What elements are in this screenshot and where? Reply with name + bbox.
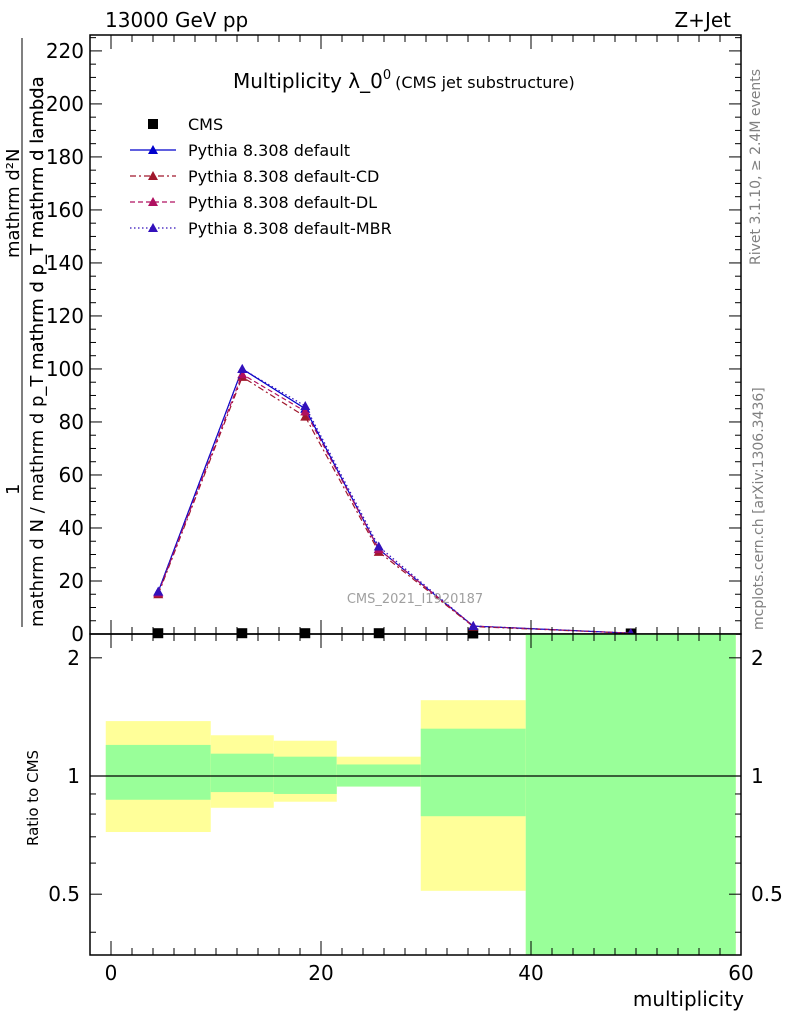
legend-marker	[148, 171, 158, 180]
y-tick-label: 200	[46, 92, 84, 116]
ratio-y-tick-label-right: 0.5	[751, 882, 783, 906]
y-tick-label: 160	[46, 198, 84, 222]
green-uncertainty-band	[210, 753, 274, 793]
ratio-x-ticks: 0 20 40 60	[105, 35, 754, 985]
y-tick-label: 80	[59, 410, 84, 434]
triangle-marker	[237, 369, 248, 379]
x-axis-label: multiplicity	[633, 987, 744, 1011]
y-label-top: mathrm d²N	[3, 149, 24, 258]
ratio-y-tick-label: 2	[67, 646, 80, 670]
ratio-panel: 0.5 0.5 1 1 2 2 0 20 40 60 Ratio to CMS multipli…	[24, 35, 783, 1011]
legend-label: Pythia 8.308 default-MBR	[188, 219, 392, 238]
ratio-y-label: Ratio to CMS	[24, 750, 42, 846]
y-tick-label: 60	[59, 463, 84, 487]
title-superscript: 0	[383, 68, 391, 83]
ratio-y-tick-label-right: 2	[751, 646, 764, 670]
legend-marker	[148, 119, 158, 129]
y-tick-label: 120	[46, 304, 84, 328]
y-tick-label: 100	[46, 357, 84, 381]
ratio-y-tick-label: 0.5	[48, 882, 80, 906]
green-uncertainty-band	[525, 634, 736, 955]
main-y-label: mathrm d²N mathrm d p_T mathrm d lambda …	[3, 38, 48, 627]
x-tick-label: 60	[728, 961, 753, 985]
triangle-marker	[300, 406, 311, 416]
triangle-marker	[153, 586, 164, 596]
legend-label: Pythia 8.308 default	[188, 141, 350, 160]
legend-marker	[148, 223, 158, 232]
y-tick-label: 140	[46, 251, 84, 275]
legend: CMS Pythia 8.308 default Pythia 8.308 defa…	[130, 115, 392, 238]
legend-marker	[148, 145, 158, 154]
cms-data-point	[300, 628, 311, 639]
main-y-ticks: 0 20 40 60 80 100 120 140 160 180 200 220	[46, 37, 741, 646]
y-label-one: 1	[3, 484, 24, 495]
ratio-plot-area	[90, 634, 741, 955]
y-tick-label: 220	[46, 39, 84, 63]
ratio-frame	[89, 633, 742, 956]
chart-title: Multiplicity λ_00 (CMS jet substructure)	[233, 68, 575, 93]
legend-item: CMS	[148, 115, 223, 134]
rivet-label: Rivet 3.1.10, ≥ 2.4M events	[748, 69, 764, 265]
triangle-marker	[300, 411, 311, 421]
mcplots-label: mcplots.cern.ch [arXiv:1306.3436]	[751, 387, 767, 630]
y-label-mid: mathrm d p_T mathrm d lambda	[27, 76, 48, 370]
legend-item: Pythia 8.308 default-MBR	[130, 219, 392, 238]
triangle-marker	[468, 621, 479, 631]
ratio-y-tick-label-right: 1	[751, 764, 764, 788]
legend-item: Pythia 8.308 default	[130, 141, 350, 160]
chart-subtitle: (CMS jet substructure)	[395, 73, 575, 92]
analysis-watermark: CMS_2021_I1920187	[347, 592, 483, 607]
legend-label: Pythia 8.308 default-DL	[188, 193, 377, 212]
y-tick-label: 180	[46, 145, 84, 169]
x-tick-label: 20	[308, 961, 333, 985]
legend-marker	[148, 197, 158, 206]
main-plot-area	[153, 363, 636, 639]
header-process: Z+Jet	[674, 8, 731, 32]
series-pythia-8-308-default-mbr	[153, 363, 636, 638]
cms-data-point	[373, 628, 384, 639]
legend-item: Pythia 8.308 default-DL	[130, 193, 377, 212]
header-energy: 13000 GeV pp	[105, 8, 248, 32]
series-line	[157, 373, 631, 634]
cms-data-point	[153, 628, 164, 639]
x-tick-label: 40	[518, 961, 543, 985]
cms-data-point	[237, 628, 248, 639]
legend-item: Pythia 8.308 default-CD	[130, 167, 379, 186]
y-label-bottom: mathrm d N / mathrm d p_T mathrm d p_T m…	[27, 76, 48, 627]
y-tick-label: 20	[59, 569, 84, 593]
x-tick-label: 0	[105, 961, 118, 985]
ratio-y-ticks: 0.5 0.5 1 1 2 2	[48, 646, 783, 933]
ratio-y-tick-label: 1	[67, 764, 80, 788]
green-uncertainty-band	[420, 728, 526, 817]
triangle-marker	[237, 363, 248, 373]
triangle-marker	[373, 541, 384, 551]
legend-label: CMS	[188, 115, 223, 134]
triangle-marker	[300, 401, 311, 411]
legend-label: Pythia 8.308 default-CD	[188, 167, 379, 186]
green-uncertainty-band	[105, 744, 211, 800]
y-tick-label: 0	[71, 622, 84, 646]
green-uncertainty-band	[273, 756, 337, 794]
y-tick-label: 40	[59, 516, 84, 540]
